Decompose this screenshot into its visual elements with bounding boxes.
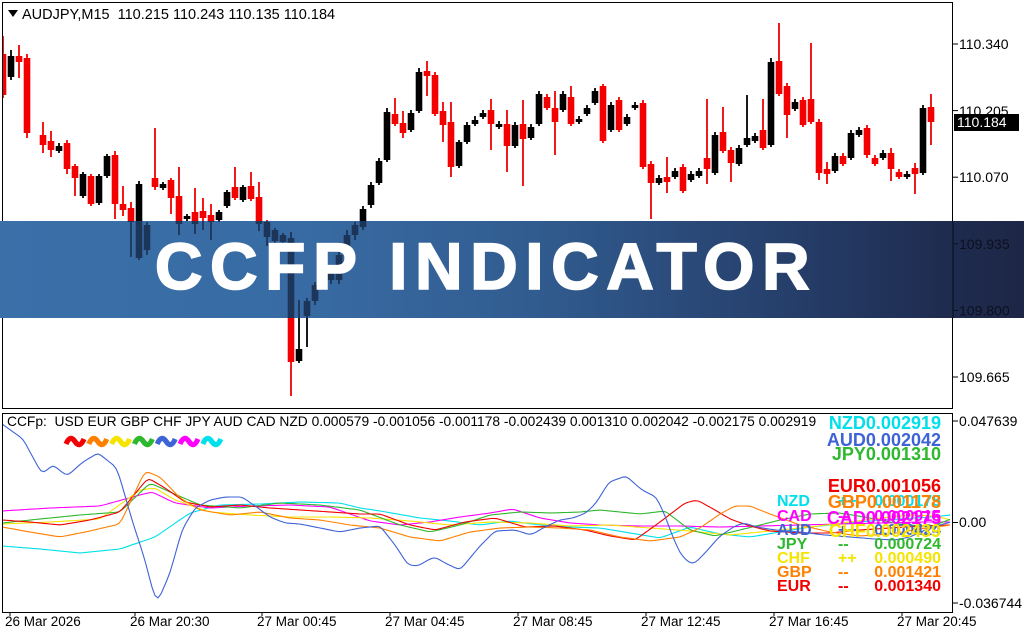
svg-text:109.800: 109.800 xyxy=(959,303,1010,319)
svg-text:109.935: 109.935 xyxy=(959,236,1010,252)
